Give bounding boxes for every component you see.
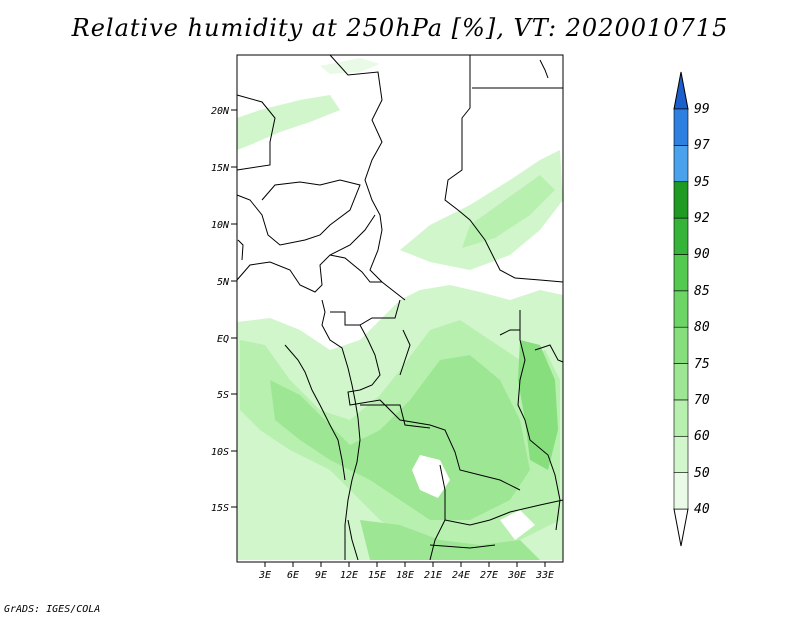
lon-tick-labels: 3E 6E 9E 12E 15E 18E 21E 24E 27E 30E 33E (258, 570, 554, 581)
colorbar-segment (673, 290, 689, 328)
lon-tick-label: 30E (507, 570, 526, 581)
lon-tick-label: 9E (315, 570, 327, 581)
humidity-field (237, 58, 563, 560)
humidity-patch-ne-inner (462, 175, 555, 248)
colorbar-segment (673, 472, 689, 510)
lat-tick-label: 10N (211, 220, 230, 231)
colorbar-label: 97 (694, 138, 710, 153)
humidity-patch-nw-top (320, 58, 380, 74)
lon-tick-label: 24E (452, 570, 470, 581)
colorbar-label: 40 (694, 502, 710, 517)
colorbar-label: 75 (694, 357, 710, 372)
colorbar-segment (673, 399, 689, 437)
map-title: Relative humidity at 250hPa [%], VT: 202… (71, 14, 729, 42)
lat-tick-label: 15N (211, 163, 230, 174)
colorbar-bottom-arrow (673, 508, 689, 547)
humidity-patch-ne (400, 150, 563, 270)
lon-tick-label: 15E (368, 570, 386, 581)
colorbar-segment (673, 254, 689, 292)
colorbar-segment (673, 363, 689, 401)
grads-credit: GrADS: IGES/COLA (4, 604, 101, 615)
colorbar-label: 70 (694, 393, 710, 408)
colorbar-label: 92 (694, 211, 710, 226)
lat-tick-label: EQ (217, 334, 229, 345)
colorbar-label: 50 (694, 466, 710, 481)
lat-tick-label: 5N (217, 277, 230, 288)
colorbar-label: 80 (694, 320, 710, 335)
colorbar-segment (673, 145, 689, 183)
colorbar-label: 95 (694, 175, 710, 190)
colorbar-labels: 99 97 95 92 90 85 80 75 70 60 50 40 (694, 102, 710, 517)
lon-tick-label: 27E (480, 570, 498, 581)
humidity-patch-south (360, 520, 540, 560)
lat-tick-label: 10S (211, 447, 229, 458)
lat-tick-labels: 20N 15N 10N 5N EQ 5S 10S 15S (211, 106, 230, 514)
map-frame (236, 54, 564, 563)
colorbar-label: 60 (694, 429, 710, 444)
lat-tick-label: 20N (211, 106, 230, 117)
humidity-patch-east-strip (518, 340, 558, 470)
colorbar-segment (673, 217, 689, 255)
colorbar-segment (673, 326, 689, 364)
lon-tick-label: 33E (535, 570, 554, 581)
lon-tick-label: 21E (424, 570, 442, 581)
humidity-patch-main-core (270, 355, 530, 520)
lon-tick-label: 12E (340, 570, 358, 581)
colorbar: 99 97 95 92 90 85 80 75 70 60 50 40 (673, 71, 710, 547)
lon-axis (264, 562, 546, 567)
humidity-hole-dry-2 (500, 510, 535, 540)
lat-axis (231, 109, 237, 508)
colorbar-label: 90 (694, 247, 710, 262)
colorbar-segments (673, 108, 689, 510)
lat-tick-label: 15S (211, 503, 229, 514)
humidity-patch-nw (237, 95, 340, 150)
lat-tick-label: 5S (217, 390, 229, 401)
colorbar-segment (673, 181, 689, 219)
lon-tick-label: 18E (396, 570, 414, 581)
lon-tick-label: 6E (287, 570, 299, 581)
colorbar-top-arrow (673, 71, 689, 110)
lon-tick-label: 3E (258, 570, 271, 581)
colorbar-segment (673, 435, 689, 473)
colorbar-segment (673, 108, 689, 146)
colorbar-label: 85 (694, 284, 710, 299)
colorbar-label: 99 (694, 102, 710, 117)
